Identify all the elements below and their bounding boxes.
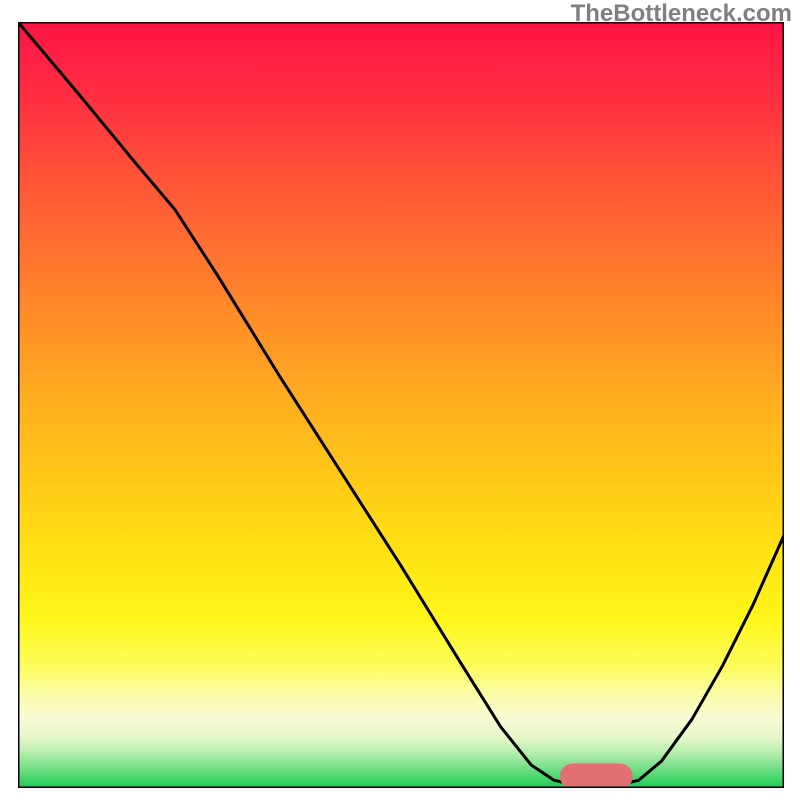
image-root: TheBottleneck.com xyxy=(0,0,800,800)
plot-frame xyxy=(18,22,784,788)
plot-area xyxy=(18,22,784,788)
